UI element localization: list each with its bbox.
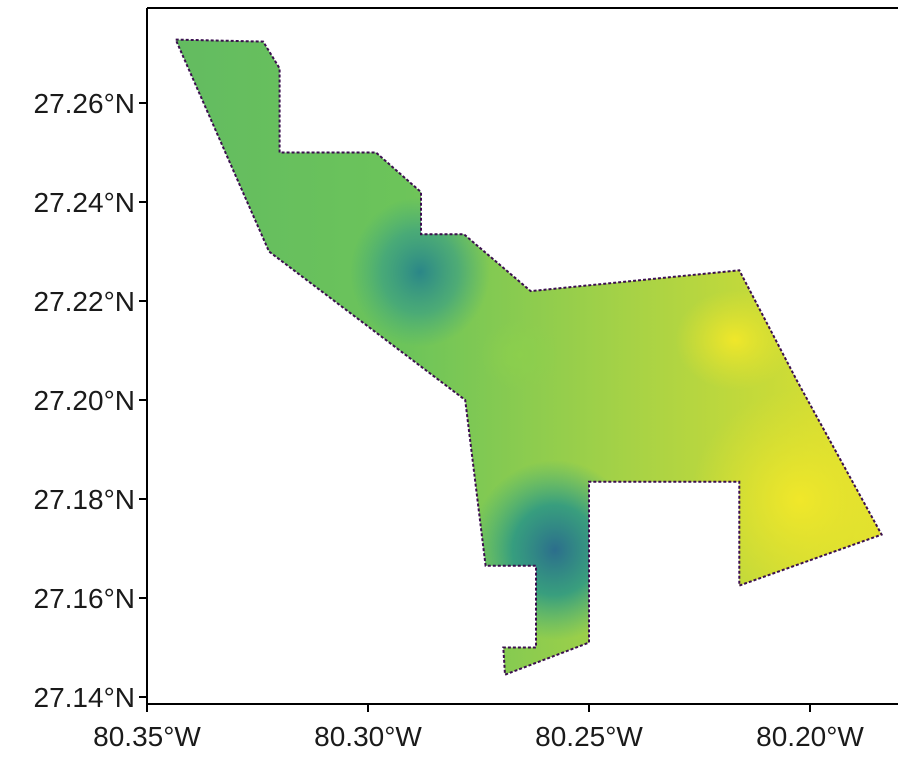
x-tick-label: 80.35°W bbox=[93, 721, 201, 752]
x-tick-label: 80.25°W bbox=[535, 721, 643, 752]
y-tick-label: 27.22°N bbox=[34, 286, 136, 317]
high-value-patch-northeast bbox=[675, 290, 795, 390]
low-value-patch-south bbox=[470, 460, 640, 640]
x-axis-ticks: 80.35°W 80.30°W 80.25°W 80.20°W bbox=[93, 704, 864, 752]
y-tick-label: 27.24°N bbox=[34, 187, 136, 218]
y-tick-label: 27.16°N bbox=[34, 583, 136, 614]
y-tick-label: 27.20°N bbox=[34, 385, 136, 416]
y-tick-label: 27.14°N bbox=[34, 682, 136, 713]
y-tick-label: 27.18°N bbox=[34, 484, 136, 515]
map-axes: 27.14°N 27.16°N 27.18°N 27.20°N 27.22°N 27.24… bbox=[34, 7, 898, 752]
study-area-boundary bbox=[174, 38, 884, 677]
mid-value-patch bbox=[480, 320, 560, 390]
x-tick-label: 80.20°W bbox=[756, 721, 864, 752]
x-tick-label: 80.30°W bbox=[314, 721, 422, 752]
y-tick-label: 27.26°N bbox=[34, 88, 136, 119]
y-axis-ticks: 27.14°N 27.16°N 27.18°N 27.20°N 27.22°N 27.24… bbox=[34, 88, 147, 713]
